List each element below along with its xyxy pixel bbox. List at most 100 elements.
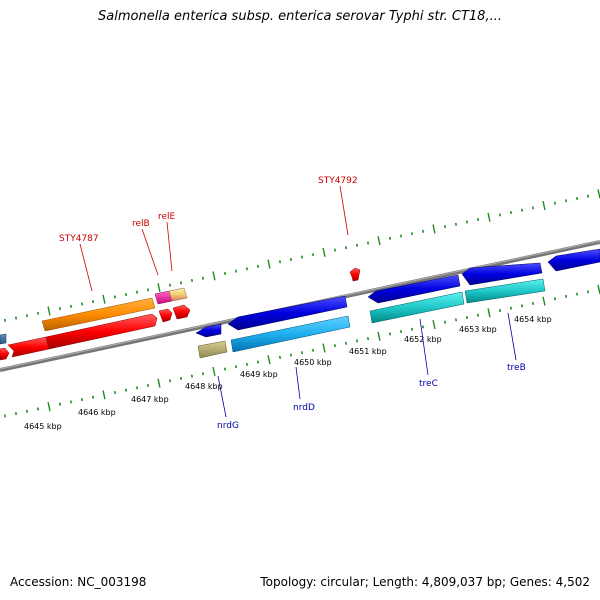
gene-arrow-blue-5[interactable]	[547, 248, 600, 272]
gene-arrow-red-3[interactable]	[158, 308, 173, 323]
gene-arrow-red-4[interactable]	[172, 304, 191, 320]
tick-mark	[454, 318, 458, 322]
accession-label: Accession: NC_003198	[10, 575, 147, 589]
gene-arrow-treb[interactable]	[464, 278, 546, 304]
tick-mark	[399, 330, 403, 334]
gene-label-trec[interactable]: treC	[419, 379, 438, 389]
gene-arrow-blue-1[interactable]	[195, 323, 222, 338]
tick-mark	[25, 409, 29, 413]
tick-mark	[47, 306, 51, 316]
leader-sty4787	[79, 243, 93, 292]
tick-mark	[135, 290, 139, 294]
tick-mark	[476, 313, 480, 317]
tick-mark	[289, 353, 293, 357]
tick-mark	[509, 306, 513, 310]
tick-mark	[542, 296, 546, 306]
gene-arrow-red-edge[interactable]	[0, 347, 10, 361]
tick-mark	[124, 388, 128, 392]
tick-mark	[25, 314, 29, 318]
tick-mark	[355, 339, 359, 343]
tick-mark	[476, 218, 480, 222]
tick-mark	[190, 278, 194, 283]
tick-mark	[586, 194, 590, 198]
tick-mark	[311, 348, 315, 352]
gene-label-sty4792[interactable]: STY4792	[318, 176, 358, 186]
tick-mark	[58, 402, 62, 406]
tick-mark	[553, 297, 557, 301]
forward-outer-genes	[41, 267, 361, 332]
tick-mark	[234, 365, 238, 369]
tick-mark	[36, 407, 40, 411]
scale-label: 4646 kbp	[78, 408, 116, 417]
scale-label: 4649 kbp	[240, 370, 278, 379]
gene-label-nrdd[interactable]: nrdD	[293, 403, 315, 413]
tick-mark	[498, 213, 502, 217]
leader-rele	[166, 221, 173, 272]
gene-arrow-blue-3[interactable]	[367, 274, 461, 304]
tick-mark	[333, 248, 337, 252]
scale-label: 4651 kbp	[349, 347, 387, 356]
tick-mark	[146, 288, 150, 292]
tick-mark	[278, 260, 282, 264]
gene-arrow-sty4792[interactable]	[349, 267, 361, 282]
leader-nrdg	[217, 375, 227, 418]
forward-inner-genes	[0, 304, 191, 361]
tick-mark	[300, 255, 304, 259]
tick-mark	[564, 294, 568, 298]
tick-mark	[223, 271, 227, 276]
scale-label: 4650 kbp	[294, 358, 332, 367]
tick-mark	[201, 276, 205, 280]
tick-mark	[432, 320, 436, 330]
gene-arrow-red-1[interactable]	[7, 336, 50, 358]
tick-mark	[542, 200, 546, 211]
gene-arrow-red-2[interactable]	[45, 313, 158, 350]
tick-mark	[212, 366, 216, 376]
tick-mark	[498, 308, 502, 313]
tick-mark	[80, 397, 84, 402]
tick-mark	[168, 379, 172, 383]
tick-mark	[267, 355, 271, 365]
tick-mark	[245, 362, 249, 366]
tick-mark	[454, 222, 458, 226]
tick-mark	[223, 367, 227, 371]
gene-arrow-sty4787[interactable]	[41, 297, 156, 332]
tick-mark	[179, 376, 183, 380]
tick-mark	[366, 337, 370, 341]
tick-mark	[36, 311, 40, 315]
scale-label: 4647 kbp	[131, 395, 169, 404]
tick-mark	[168, 283, 172, 287]
gene-label-rele[interactable]: relE	[158, 212, 176, 222]
tick-mark	[102, 390, 106, 400]
tick-mark	[520, 304, 524, 308]
tick-mark	[465, 220, 469, 224]
leader-relb	[141, 228, 159, 276]
tick-mark	[256, 264, 260, 268]
gene-arrow-nrdd[interactable]	[230, 315, 351, 353]
tick-mark	[190, 374, 194, 378]
gene-label-sty4787[interactable]: STY4787	[59, 234, 99, 244]
scale-label: 4648 kbp	[185, 382, 223, 391]
tick-mark	[564, 199, 568, 203]
gene-arrow-steel-edge[interactable]	[0, 333, 7, 345]
gene-label-relb[interactable]: relB	[132, 219, 150, 229]
tick-mark	[245, 267, 249, 271]
gene-arrow-nrdg[interactable]	[197, 340, 228, 359]
gene-arrow-blue-4[interactable]	[461, 262, 543, 286]
gene-label-nrdg[interactable]: nrdG	[217, 421, 239, 431]
tick-mark	[322, 343, 326, 353]
gene-label-treb[interactable]: treB	[507, 363, 526, 373]
tick-mark	[267, 259, 271, 269]
gene-arrow-trec[interactable]	[369, 291, 465, 324]
genome-title: Salmonella enterica subsp. enterica sero…	[98, 9, 502, 24]
label-leaders	[79, 185, 517, 418]
scale-label: 4645 kbp	[24, 422, 62, 431]
gene-arrow-blue-2[interactable]	[227, 295, 348, 331]
scale-label: 4654 kbp	[514, 315, 552, 324]
tick-mark	[69, 400, 73, 404]
gene-arrow-rele[interactable]	[168, 287, 188, 302]
forward-tick-marks	[3, 189, 600, 322]
tick-mark	[410, 327, 414, 331]
tick-mark	[355, 243, 359, 247]
tick-mark	[586, 290, 590, 294]
